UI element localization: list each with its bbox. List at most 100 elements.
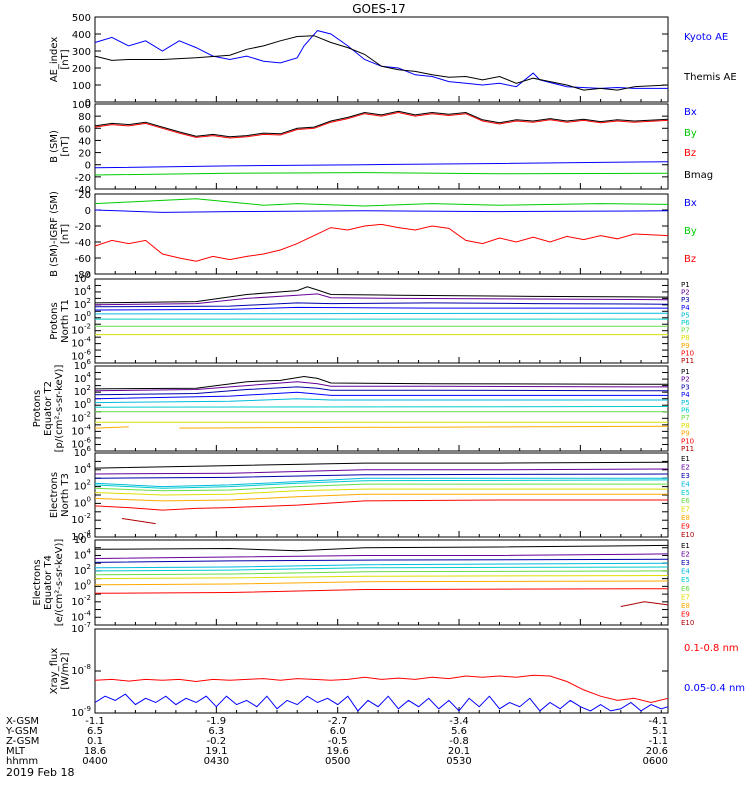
legend-label: P4 [681, 304, 690, 312]
y-tick-label: 102 [74, 384, 91, 398]
footer-value: 20.6 [646, 746, 668, 757]
legend-label: Bx [684, 198, 697, 209]
footer-value: -1.1 [85, 716, 105, 727]
y-axis-label: [p/(cm²-s-sr-keV)] [54, 365, 65, 453]
y-tick-label: 100 [72, 81, 91, 92]
legend-label: P9 [681, 430, 690, 438]
legend-label: E9 [681, 523, 690, 531]
footer-row-label: MLT [6, 746, 26, 757]
panel-frame [94, 365, 669, 452]
footer-value: 0430 [204, 756, 229, 767]
legend-label: P6 [681, 319, 690, 327]
footer-value: 19.1 [205, 746, 227, 757]
y-axis-label: Xray_flux [49, 648, 60, 695]
legend-label: P3 [681, 383, 690, 391]
series-line-e3 [94, 558, 669, 563]
y-axis-label: North T1 [60, 299, 71, 343]
legend-label: E1 [681, 542, 690, 550]
footer-value: -2.7 [328, 716, 348, 727]
y-tick-label: 106 [74, 271, 92, 285]
legend-label: P5 [681, 311, 690, 319]
series-line-p9 [94, 426, 129, 429]
y-tick-label: 102 [74, 563, 91, 577]
y-tick-label: 300 [72, 47, 91, 58]
footer-value: 20.1 [448, 746, 470, 757]
footer-value: 5.1 [652, 726, 668, 737]
legend-label: P1 [681, 281, 690, 289]
y-axis-label: Equator T4 [43, 555, 54, 610]
y-tick-label: 100 [74, 397, 91, 411]
date-label: 2019 Feb 18 [6, 766, 74, 779]
footer-value: 19.6 [327, 746, 349, 757]
legend-label: P10 [681, 349, 694, 357]
series-line-p4 [94, 391, 668, 400]
y-tick-label: 0 [85, 206, 91, 217]
y-tick-label: 20 [78, 149, 91, 160]
panel-frame [94, 103, 669, 190]
y-axis-label: B (SM)-IGRF (SM) [49, 191, 60, 277]
y-tick-label: 0 [85, 98, 91, 109]
series-line-p5 [94, 312, 669, 315]
legend-label: E3 [681, 472, 690, 480]
y-axis-label: [nT] [60, 224, 71, 244]
y-tick-label: -80 [75, 270, 91, 281]
legend-label: E1 [681, 455, 690, 463]
y-tick-label: 100 [74, 310, 91, 324]
y-axis-label: [nT] [60, 49, 71, 69]
y-tick-label: 10-4 [71, 609, 91, 623]
legend-label: P3 [681, 296, 690, 304]
legend-label: Kyoto AE [684, 32, 728, 43]
series-line-by [94, 198, 669, 207]
y-axis-label: [nT] [60, 136, 71, 156]
y-tick-label: 104 [74, 547, 92, 561]
panel-frame [94, 16, 669, 103]
legend-label: P11 [681, 357, 694, 365]
legend-label: E6 [681, 497, 690, 505]
y-tick-label: 102 [74, 297, 91, 311]
y-tick-label: -40 [75, 185, 91, 196]
footer-row-label: hhmm [6, 756, 38, 767]
legend-label: P2 [681, 376, 690, 384]
legend-label: Bz [684, 148, 696, 159]
footer-value: -0.2 [207, 736, 227, 747]
y-tick-label: 106 [74, 358, 92, 372]
footer-value: 6.5 [87, 726, 103, 737]
y-axis-label: North T3 [60, 473, 71, 517]
y-axis-label: Electrons [49, 472, 60, 518]
y-tick-label: 80 [78, 112, 91, 123]
legend-label: E3 [681, 559, 690, 567]
y-axis-label: [W/m2] [60, 652, 71, 689]
panel-frame [94, 539, 669, 626]
legend-label: E7 [681, 593, 690, 601]
plot-title: GOES-17 [352, 2, 406, 16]
series-line-p4 [94, 306, 668, 311]
y-axis-label: Protons [49, 302, 60, 339]
panel-frame [94, 193, 669, 275]
y-tick-label: 102 [74, 479, 91, 493]
legend-label: Bmag [684, 170, 713, 181]
legend-label: P7 [681, 327, 690, 335]
legend-label: E6 [681, 585, 690, 593]
y-axis-label: AE_index [49, 37, 60, 83]
y-tick-label: 104 [74, 462, 92, 476]
y-tick-label: 100 [74, 578, 91, 592]
y-axis-label: Electrons [32, 559, 43, 605]
legend-label: Bz [684, 254, 696, 265]
legend-label: Themis AE [683, 72, 737, 83]
series-line-e8 [94, 493, 668, 502]
footer-value: 6.3 [208, 726, 224, 737]
y-tick-label: 10-6 [71, 349, 91, 363]
footer-value: -1.9 [207, 716, 227, 727]
footer-value: -1.1 [648, 736, 668, 747]
panel-frame [94, 628, 669, 714]
y-tick-label: 106 [74, 445, 92, 459]
series-line-e2 [94, 553, 669, 559]
footer-value: 0.1 [87, 736, 103, 747]
